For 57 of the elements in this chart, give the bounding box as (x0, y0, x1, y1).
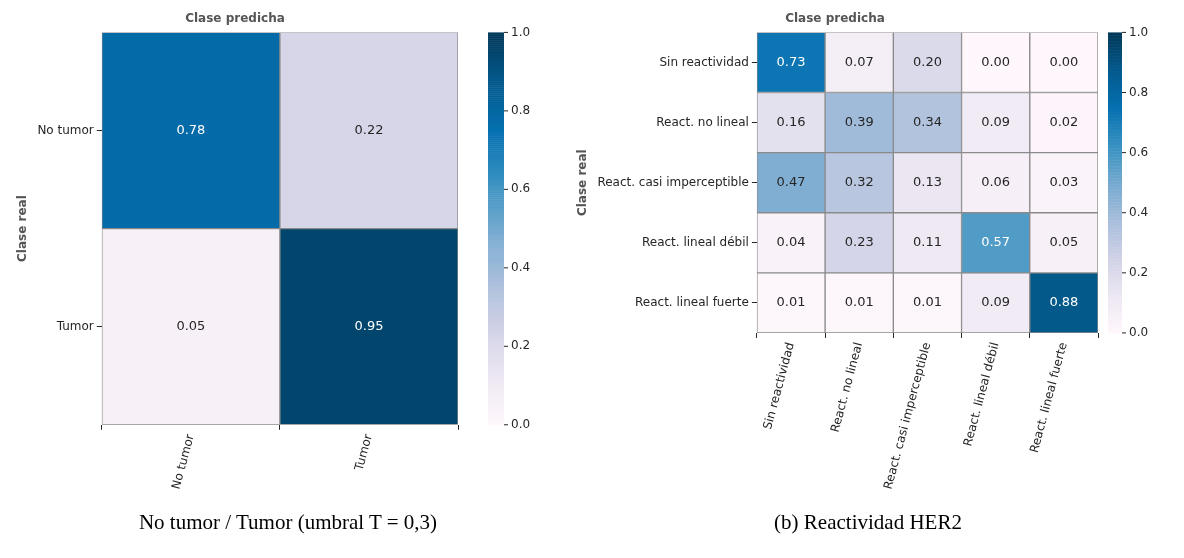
data-label: 0.01 (912, 294, 942, 310)
data-label: 0.34 (912, 113, 942, 129)
color-bar-label: 1.0 (511, 24, 531, 39)
y-tick-label: React. no lineal (656, 114, 749, 129)
data-label: 0.09 (981, 294, 1011, 310)
color-bar-label: 0.6 (1129, 144, 1149, 159)
color-bar-label: 0.4 (511, 259, 531, 274)
data-label: 0.00 (1049, 53, 1079, 69)
data-label: 0.47 (776, 174, 806, 190)
x-tick-label: React. no lineal (827, 340, 866, 434)
data-label: 0.57 (981, 234, 1011, 250)
color-bar-label: 1.0 (1129, 24, 1149, 39)
y-tick-label: React. lineal débil (641, 234, 749, 249)
chart-title: Clase predicha (185, 11, 285, 26)
x-tick-label: Tumor (351, 432, 375, 474)
color-bar-label: 0.2 (1129, 264, 1149, 279)
data-label: 0.00 (981, 53, 1011, 69)
data-label: 0.23 (844, 234, 874, 250)
data-label: 0.20 (912, 53, 942, 69)
y-axis-title: Clase real (575, 149, 590, 217)
text: (b) Reactividad HER2 (773, 510, 963, 535)
data-label: 0.39 (844, 113, 874, 129)
color-bar-label: 0.6 (511, 181, 531, 196)
y-tick-label: React. casi imperceptible (597, 174, 749, 189)
data-label: 0.16 (776, 113, 806, 129)
data-label: 0.22 (354, 121, 384, 137)
color-bar-label: 0.0 (511, 416, 531, 431)
color-bar-label: 0.0 (1129, 325, 1149, 340)
data-label: 0.02 (1049, 113, 1079, 129)
x-tick-label: React. lineal fuerte (1026, 340, 1070, 455)
data-label: 0.11 (912, 234, 942, 250)
color-bar-label: 0.2 (511, 338, 531, 353)
chart-title: Clase predicha (785, 11, 885, 26)
data-label: 0.88 (1049, 294, 1079, 310)
data-label: 0.01 (776, 294, 806, 310)
data-label: 0.13 (912, 174, 942, 190)
data-label: 0.95 (354, 318, 384, 334)
data-label: 0.05 (176, 318, 206, 334)
x-tick-label: React. lineal débil (960, 340, 1002, 448)
data-label: 0.78 (176, 121, 206, 137)
x-tick-label: No tumor (168, 432, 197, 491)
y-tick-label: React. lineal fuerte (635, 295, 749, 310)
color-bar-label: 0.8 (1129, 84, 1149, 99)
data-label: 0.32 (844, 174, 874, 190)
data-label: 0.06 (981, 174, 1011, 190)
data-label: 0.07 (844, 53, 874, 69)
color-bar-label: 0.4 (1129, 204, 1149, 219)
data-label: 0.01 (844, 294, 874, 310)
text: No tumor / Tumor (umbral T = 0,3) (137, 510, 439, 535)
data-label: 0.04 (776, 234, 806, 250)
data-label: 0.03 (1049, 174, 1079, 190)
y-axis-title: Clase real (15, 195, 30, 262)
data-label: 0.05 (1049, 234, 1079, 250)
data-label: 0.09 (981, 113, 1011, 129)
y-tick-label: Sin reactividad (659, 54, 749, 69)
color-bar-label: 0.8 (511, 103, 531, 117)
data-label: 0.73 (776, 53, 806, 69)
